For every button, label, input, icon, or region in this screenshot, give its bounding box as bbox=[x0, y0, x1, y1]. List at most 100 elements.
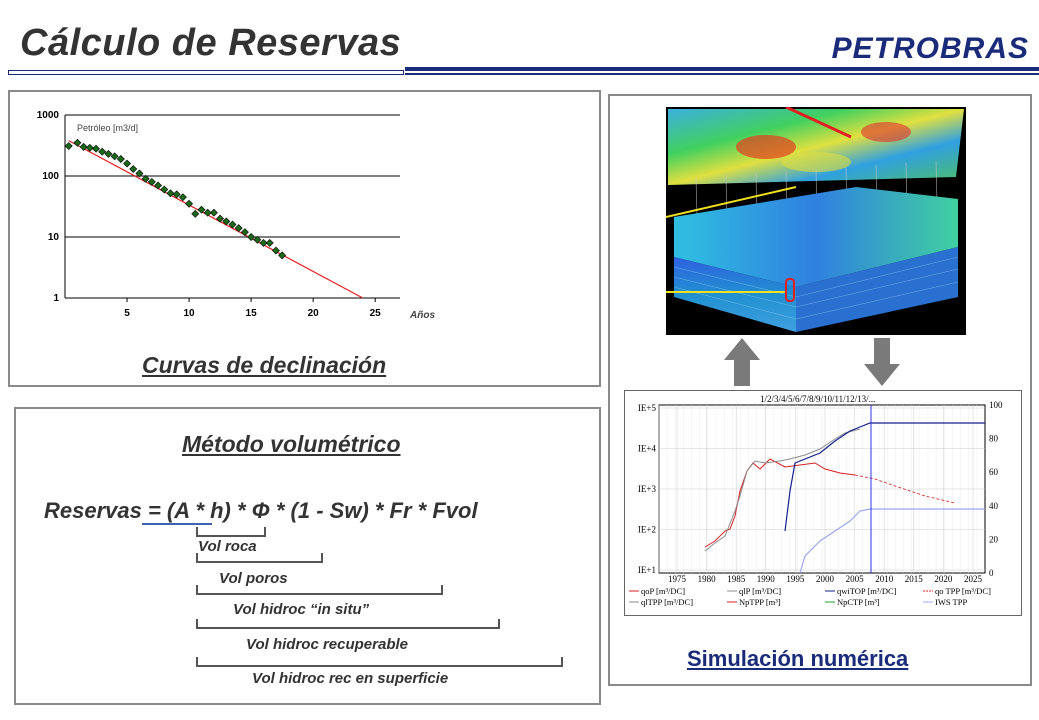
decline-x-tick: 20 bbox=[308, 308, 320, 319]
sim-right-tick: 0 bbox=[989, 568, 994, 578]
decline-point bbox=[203, 208, 212, 217]
decline-point bbox=[123, 159, 131, 168]
sim-legend-label: NpTPP [m³] bbox=[739, 597, 781, 607]
decline-point bbox=[129, 165, 138, 174]
decline-point bbox=[191, 209, 200, 218]
sim-legend-label: qlTPP [m³/DC] bbox=[641, 597, 693, 607]
decline-trendline bbox=[68, 140, 364, 299]
label-vol-hidroc-rec-superficie: Vol hidroc rec en superficie bbox=[252, 670, 449, 687]
decline-point bbox=[240, 228, 249, 237]
label-vol-poros: Vol poros bbox=[219, 570, 288, 587]
decline-point bbox=[265, 238, 274, 247]
decline-point bbox=[98, 147, 107, 156]
decline-point bbox=[234, 224, 243, 233]
decline-x-label: Años bbox=[409, 310, 435, 321]
decline-point bbox=[64, 142, 73, 150]
decline-x-tick: 5 bbox=[124, 308, 130, 319]
sim-series-qotpp bbox=[854, 474, 956, 504]
sim-x-tick: 2010 bbox=[875, 574, 894, 584]
sim-series-iws bbox=[799, 508, 985, 574]
sim-x-tick: 1995 bbox=[786, 574, 805, 584]
simulation-panel: 1975 1980 1985 1990 1995 2000 2005 2010 2015 2020… bbox=[608, 94, 1032, 686]
title-underline bbox=[8, 70, 404, 75]
bracket-vol-poros bbox=[196, 553, 323, 563]
decline-point bbox=[216, 214, 225, 223]
sim-x-tick: 2005 bbox=[846, 574, 865, 584]
volumetric-heading: Método volumétrico bbox=[182, 431, 401, 457]
decline-point bbox=[271, 246, 280, 255]
sim-x-tick: 2015 bbox=[905, 574, 924, 584]
decline-point bbox=[253, 235, 262, 244]
decline-panel: 1 10 100 1000 5 10 15 20 25 Años Petróleo [m3/d] C… bbox=[8, 90, 601, 387]
reserves-formula: Reservas = (A * h) * Φ * (1 - Sw) * Fr *… bbox=[44, 498, 478, 523]
decline-point bbox=[92, 144, 100, 153]
decline-point bbox=[141, 174, 150, 183]
decline-chart: 1 10 100 1000 5 10 15 20 25 Años Petróleo [m3/d] bbox=[37, 110, 436, 321]
sim-header-label: 1/2/3/4/5/6/7/8/9/10/11/12/13/... bbox=[760, 394, 875, 404]
decline-point bbox=[73, 138, 82, 147]
sim-x-tick: 1985 bbox=[727, 574, 746, 584]
decline-point bbox=[209, 208, 218, 217]
sim-left-tick: IE+5 bbox=[638, 403, 657, 413]
decline-point bbox=[116, 155, 125, 163]
sim-legend-label: qlP [m³/DC] bbox=[739, 586, 781, 596]
decline-series-label: Petróleo [m3/d] bbox=[77, 123, 138, 133]
sim-right-tick: 80 bbox=[989, 434, 999, 444]
label-vol-hidroc-in-situ: Vol hidroc “in situ” bbox=[233, 601, 370, 618]
header-rule bbox=[405, 67, 1039, 71]
simulation-caption: Simulación numérica bbox=[687, 646, 909, 671]
sim-x-tick: 1990 bbox=[757, 574, 776, 584]
sim-legend-label: qwiTOP [m³/DC] bbox=[837, 586, 897, 596]
sim-left-tick: IE+4 bbox=[638, 444, 657, 454]
decline-point bbox=[110, 152, 119, 161]
page-title: Cálculo de Reservas bbox=[20, 22, 402, 64]
decline-point bbox=[185, 199, 194, 208]
decline-point bbox=[278, 251, 287, 260]
decline-point bbox=[154, 181, 163, 190]
simulation-chart: 1975 1980 1985 1990 1995 2000 2005 2010 2015 2020… bbox=[624, 390, 1022, 616]
decline-point bbox=[259, 238, 268, 247]
sim-x-tick: 2025 bbox=[964, 574, 983, 584]
bracket-vol-hidroc-in-situ bbox=[196, 585, 443, 595]
petrobras-logo: PETROBRAS bbox=[831, 32, 1029, 65]
decline-x-tick: 10 bbox=[184, 308, 196, 319]
decline-point bbox=[178, 193, 187, 202]
decline-y-tick: 100 bbox=[42, 171, 59, 182]
decline-point bbox=[147, 177, 156, 186]
decline-point bbox=[135, 169, 144, 178]
sim-legend-label: NpCTP [m³] bbox=[837, 597, 880, 607]
sim-series-qlp bbox=[704, 428, 861, 552]
reservoir-model-image bbox=[666, 107, 966, 335]
label-vol-hidroc-recuperable: Vol hidroc recuperable bbox=[246, 636, 408, 653]
decline-point bbox=[197, 205, 206, 214]
sim-right-tick: 20 bbox=[989, 534, 999, 544]
sim-left-tick: IE+1 bbox=[638, 565, 656, 575]
sim-right-tick: 40 bbox=[989, 501, 999, 511]
sim-x-tick: 2020 bbox=[934, 574, 953, 584]
sim-legend-label: IWS TPP bbox=[935, 597, 967, 607]
bracket-vol-hidroc-recuperable bbox=[196, 619, 500, 629]
decline-point bbox=[228, 220, 237, 229]
decline-point bbox=[247, 233, 256, 241]
volumetric-panel: Método volumétrico Reservas = (A * h) * … bbox=[14, 407, 601, 705]
decline-point bbox=[166, 189, 175, 198]
sim-right-tick: 60 bbox=[989, 467, 999, 477]
bracket-vol-roca bbox=[196, 527, 266, 537]
formula-underline bbox=[142, 523, 212, 525]
decline-caption: Curvas de declinación bbox=[142, 352, 387, 378]
bracket-vol-hidroc-rec-superficie bbox=[196, 657, 563, 667]
sim-left-tick: IE+2 bbox=[638, 525, 656, 535]
sim-x-tick: 1980 bbox=[698, 574, 717, 584]
sim-x-tick: 2000 bbox=[816, 574, 835, 584]
sim-right-tick: 100 bbox=[989, 400, 1003, 410]
decline-x-tick: 15 bbox=[246, 308, 258, 319]
sim-x-tick: 1975 bbox=[668, 574, 687, 584]
decline-y-tick: 1 bbox=[53, 293, 59, 304]
sim-legend-label: qo TPP [m³/DC] bbox=[935, 586, 991, 596]
sim-series-qwitop bbox=[784, 422, 985, 532]
decline-point bbox=[172, 190, 181, 199]
down-arrow-icon bbox=[864, 338, 900, 386]
label-vol-roca: Vol roca bbox=[198, 538, 257, 555]
decline-y-tick: 10 bbox=[48, 232, 60, 243]
decline-y-tick: 1000 bbox=[37, 110, 60, 121]
